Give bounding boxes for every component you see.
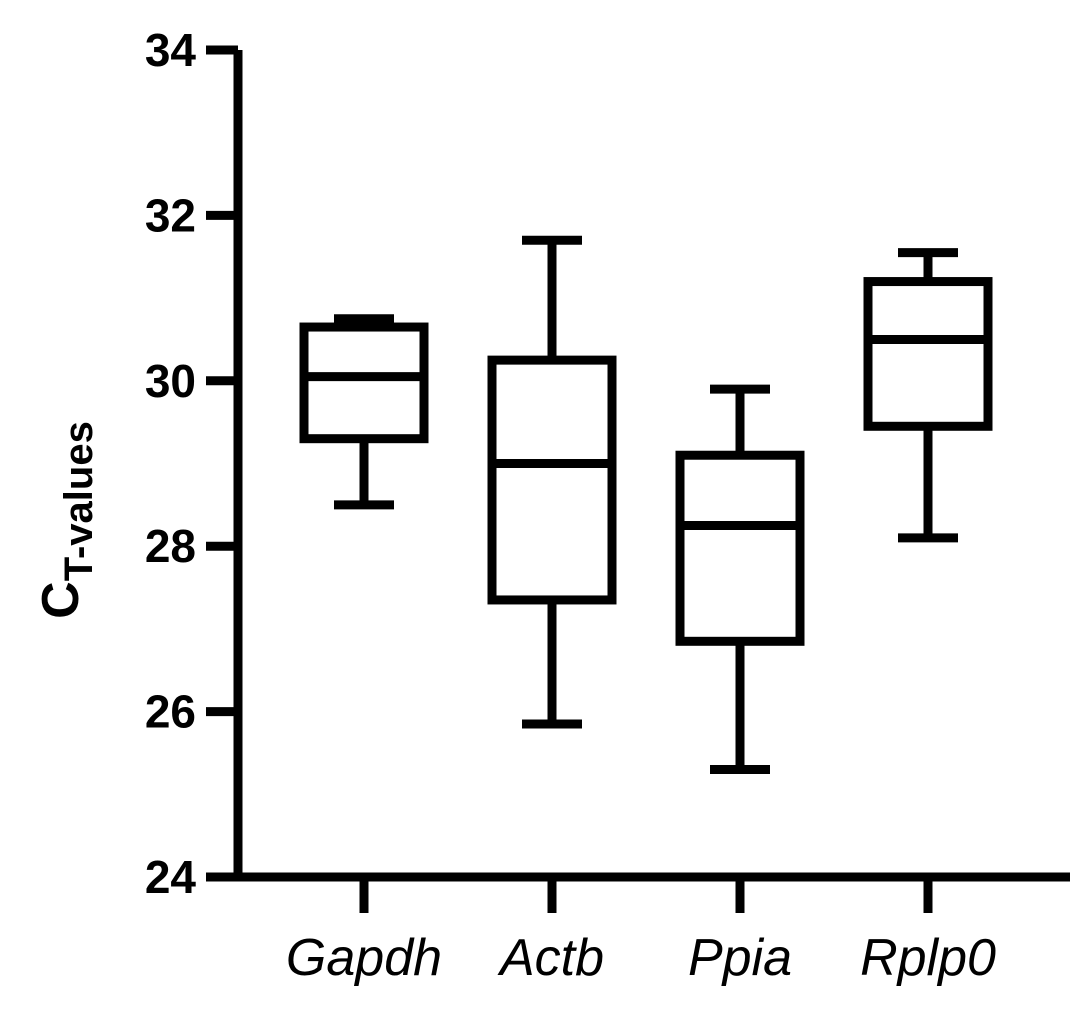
y-tick-label: 24 — [145, 851, 197, 903]
x-tick-label-gapdh: Gapdh — [286, 929, 442, 987]
y-tick-label: 32 — [145, 189, 196, 241]
x-axis: Gapdh Actb Ppia Rplp0 — [233, 872, 1070, 987]
y-axis-title-sub: T-values — [57, 421, 101, 581]
iqr-box-actb — [487, 355, 617, 605]
y-axis-title-main: C — [32, 581, 90, 619]
x-tick-label-rplp0: Rplp0 — [860, 929, 996, 987]
y-tick-label: 34 — [145, 24, 197, 76]
y-axis-title: CT-values — [32, 421, 101, 619]
y-axis: 24 26 28 30 32 34 — [145, 24, 243, 903]
iqr-box-rplp0 — [863, 277, 993, 431]
y-tick-label: 30 — [145, 355, 196, 407]
box-ppia — [675, 384, 805, 774]
box-rplp0 — [863, 248, 993, 543]
y-tick-label: 26 — [145, 686, 196, 738]
iqr-box-ppia — [675, 450, 805, 646]
x-tick-label-actb: Actb — [497, 929, 604, 987]
svg-text:CT-values: CT-values — [32, 421, 101, 619]
iqr-box-gapdh — [299, 322, 429, 444]
boxes-group — [299, 235, 993, 774]
x-tick-label-ppia: Ppia — [688, 929, 792, 987]
box-gapdh — [299, 314, 429, 510]
y-tick-label: 28 — [145, 520, 196, 572]
box-actb — [487, 235, 617, 729]
